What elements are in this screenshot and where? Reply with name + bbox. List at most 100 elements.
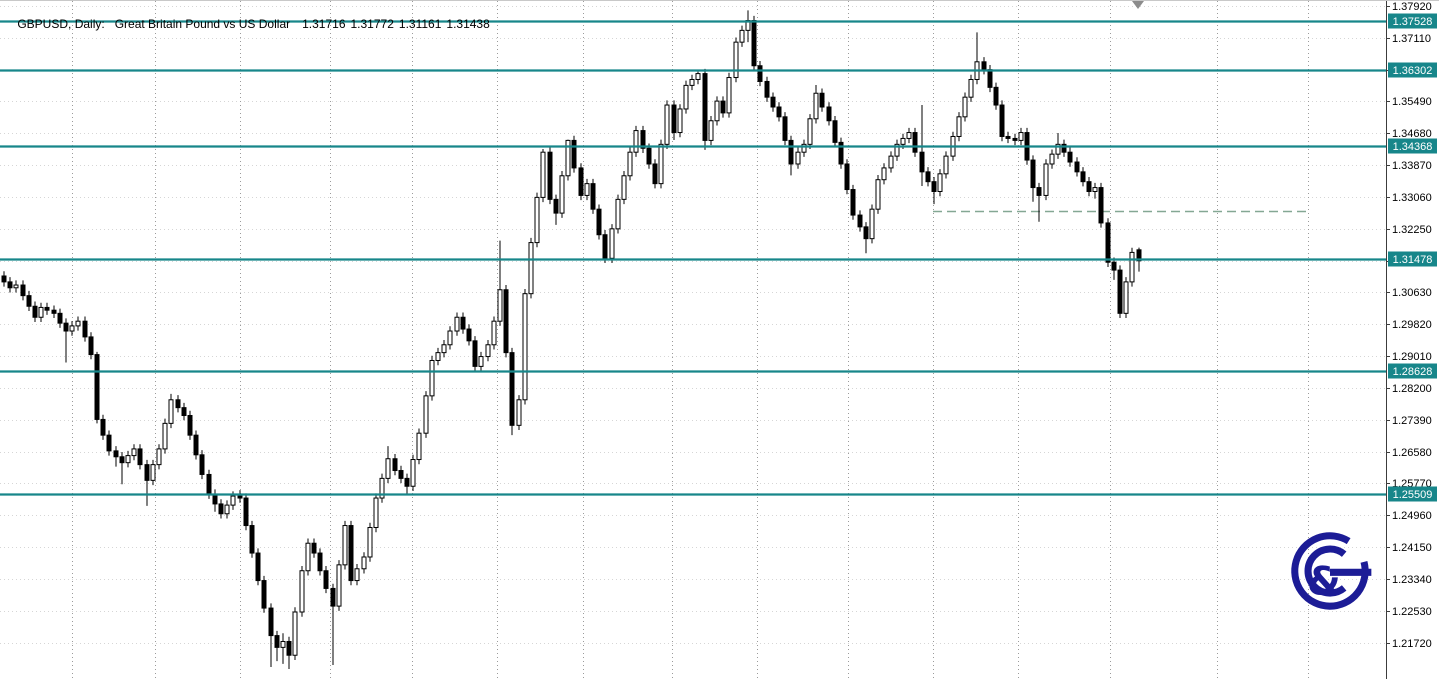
candle-body bbox=[100, 418, 106, 436]
price-tick-label: 1.28200 bbox=[1392, 383, 1432, 395]
price-tick-label: 1.33870 bbox=[1392, 160, 1432, 172]
candle-body bbox=[1036, 187, 1042, 196]
logo-ampersand: & bbox=[1307, 559, 1341, 604]
candle-body bbox=[57, 312, 63, 324]
candle-body bbox=[770, 96, 776, 108]
candle-body bbox=[82, 320, 88, 338]
level-price-badge-label: 1.25509 bbox=[1393, 489, 1433, 501]
last-bar-ohlc: 1.31716 1.31772 1.31161 1.31438 bbox=[302, 17, 495, 31]
candle-body bbox=[237, 495, 243, 499]
candle-body bbox=[906, 132, 912, 139]
candle-body bbox=[720, 100, 726, 114]
candle-body bbox=[757, 65, 763, 82]
candle-body bbox=[1043, 163, 1049, 196]
candle-body bbox=[1012, 137, 1018, 141]
candle-body bbox=[249, 525, 255, 554]
candle-body bbox=[987, 69, 993, 88]
candle-body bbox=[1018, 132, 1024, 141]
candle-body bbox=[708, 120, 714, 141]
candle-body bbox=[230, 495, 236, 506]
candle-body bbox=[1086, 181, 1092, 192]
candle-body bbox=[801, 143, 807, 153]
level-price-badge-label: 1.36302 bbox=[1393, 65, 1433, 77]
candle-body bbox=[522, 293, 528, 401]
candle-body bbox=[317, 552, 323, 572]
candle-body bbox=[726, 77, 732, 114]
candle-body bbox=[131, 448, 137, 457]
candle-body bbox=[1123, 281, 1129, 314]
candle-body bbox=[261, 580, 267, 609]
candle-body bbox=[937, 173, 943, 192]
price-tick-label: 1.37110 bbox=[1392, 33, 1431, 45]
candle-body bbox=[795, 151, 801, 165]
candle-body bbox=[26, 295, 32, 307]
candle-body bbox=[286, 640, 292, 656]
price-tick-label: 1.30630 bbox=[1392, 287, 1432, 299]
candle-body bbox=[826, 106, 832, 122]
candle-body bbox=[20, 284, 26, 297]
candle-body bbox=[398, 470, 404, 479]
candle-body bbox=[373, 497, 379, 529]
candle-body bbox=[584, 183, 590, 196]
candle-body bbox=[460, 316, 466, 330]
candle-body bbox=[348, 525, 354, 582]
candle-body bbox=[199, 454, 205, 475]
price-tick-label: 1.35490 bbox=[1392, 96, 1432, 108]
last-bar-close: 1.31438 bbox=[446, 17, 490, 31]
candle-body bbox=[32, 305, 38, 318]
candle-body bbox=[602, 234, 608, 259]
candle-body bbox=[224, 504, 230, 515]
candle-body bbox=[733, 41, 739, 79]
candle-body bbox=[447, 330, 453, 346]
candle-body bbox=[7, 281, 13, 289]
candle-body bbox=[1092, 187, 1098, 192]
candle-body bbox=[491, 320, 497, 346]
candle-body bbox=[857, 214, 863, 228]
candle-body bbox=[274, 635, 280, 648]
candle-body bbox=[912, 132, 918, 153]
candle-body bbox=[869, 208, 875, 240]
candle-body bbox=[739, 29, 745, 43]
candle-body bbox=[1055, 143, 1061, 155]
candle-body bbox=[633, 130, 639, 153]
chart-title: GBPUSD, Daily: Great Britain Pound vs US … bbox=[4, 3, 495, 45]
candle-body bbox=[454, 316, 460, 332]
candle-body bbox=[1117, 269, 1123, 314]
level-price-badge bbox=[1388, 13, 1437, 29]
candle-body bbox=[354, 568, 360, 582]
candle-body bbox=[509, 352, 515, 426]
price-tick-label: 1.24960 bbox=[1392, 510, 1432, 522]
candle-body bbox=[819, 92, 825, 108]
level-price-badge bbox=[1388, 251, 1437, 267]
price-tick-label: 1.22530 bbox=[1392, 606, 1432, 618]
candle-body bbox=[280, 640, 286, 648]
candle-body bbox=[243, 497, 249, 527]
candle-body bbox=[13, 284, 19, 289]
candle-body bbox=[844, 163, 850, 191]
candle-body bbox=[1105, 222, 1111, 263]
candle-body bbox=[782, 116, 788, 141]
candle-body bbox=[472, 340, 478, 367]
candle-body bbox=[888, 155, 894, 169]
candle-body bbox=[119, 456, 125, 464]
candle-body bbox=[850, 189, 856, 216]
candle-body bbox=[764, 80, 770, 98]
price-tick-label: 1.29820 bbox=[1392, 319, 1432, 331]
candle-body bbox=[392, 458, 398, 472]
candle-body bbox=[416, 432, 422, 461]
chart-shift-marker-icon[interactable] bbox=[1132, 1, 1144, 9]
candle-body bbox=[646, 147, 652, 165]
candle-body bbox=[621, 175, 627, 200]
candle-body bbox=[962, 96, 968, 118]
level-price-badge bbox=[1388, 138, 1437, 154]
candle-body bbox=[156, 448, 162, 466]
candle-body bbox=[336, 564, 342, 607]
candle-body bbox=[596, 208, 602, 236]
level-price-badge-label: 1.28628 bbox=[1393, 366, 1433, 378]
logo-inner-g-arc bbox=[1304, 545, 1347, 597]
candle-body bbox=[881, 167, 887, 181]
candle-body bbox=[187, 415, 193, 436]
candle-body bbox=[590, 183, 596, 210]
candle-body bbox=[1111, 261, 1117, 271]
